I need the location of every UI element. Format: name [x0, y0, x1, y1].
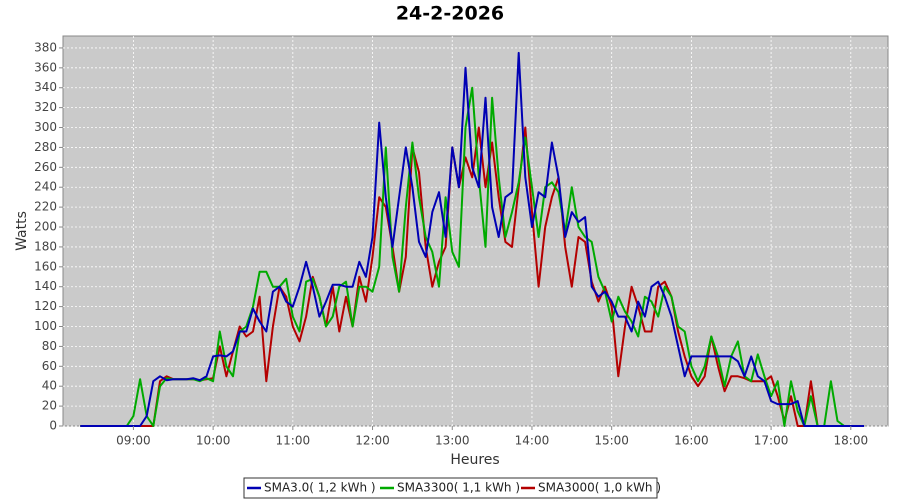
- x-tick-label: 10:00: [196, 434, 231, 448]
- y-axis-label: Watts: [14, 211, 30, 251]
- y-tick-label: 20: [42, 399, 57, 413]
- x-axis-label: Heures: [450, 452, 499, 468]
- y-tick-label: 0: [49, 419, 57, 433]
- chart-title: 24-2-2026: [396, 3, 504, 25]
- y-tick-label: 140: [34, 279, 57, 293]
- x-tick-label: 13:00: [435, 434, 470, 448]
- y-tick-label: 180: [34, 239, 57, 253]
- legend-label: SMA3300( 1,1 kWh ): [397, 481, 520, 495]
- x-tick-label: 14:00: [515, 434, 550, 448]
- series-line: [80, 51, 865, 427]
- y-tick-label: 300: [34, 120, 57, 134]
- y-tick-label: 380: [34, 40, 57, 54]
- y-tick-label: 260: [34, 160, 57, 174]
- y-tick-label: 340: [34, 80, 57, 94]
- x-tick-label: 17:00: [754, 434, 789, 448]
- y-tick-label: 360: [34, 60, 57, 74]
- x-tick-label: 11:00: [276, 434, 311, 448]
- plot-area: [62, 35, 889, 427]
- y-tick-label: 100: [34, 319, 57, 333]
- x-tick-label: 18:00: [834, 434, 869, 448]
- x-tick-label: 09:00: [116, 434, 151, 448]
- x-tick-label: 16:00: [674, 434, 709, 448]
- legend-label: SMA3.0( 1,2 kWh ): [264, 481, 376, 495]
- y-tick-label: 40: [42, 379, 57, 393]
- y-tick-label: 320: [34, 100, 57, 114]
- y-tick-label: 200: [34, 220, 57, 234]
- y-tick-label: 60: [42, 359, 57, 373]
- series-line: [80, 86, 865, 427]
- lines: [80, 51, 865, 427]
- series-line: [80, 126, 865, 427]
- legend: [243, 477, 658, 499]
- y-tick-label: 220: [34, 200, 57, 214]
- y-tick-label: 120: [34, 299, 57, 313]
- legend-label: SMA3000( 1,0 kWh ): [538, 481, 661, 495]
- y-tick-label: 240: [34, 180, 57, 194]
- x-tick-label: 15:00: [594, 434, 629, 448]
- y-tick-label: 80: [42, 339, 57, 353]
- y-tick-label: 280: [34, 140, 57, 154]
- y-tick-label: 160: [34, 259, 57, 273]
- x-tick-label: 12:00: [355, 434, 390, 448]
